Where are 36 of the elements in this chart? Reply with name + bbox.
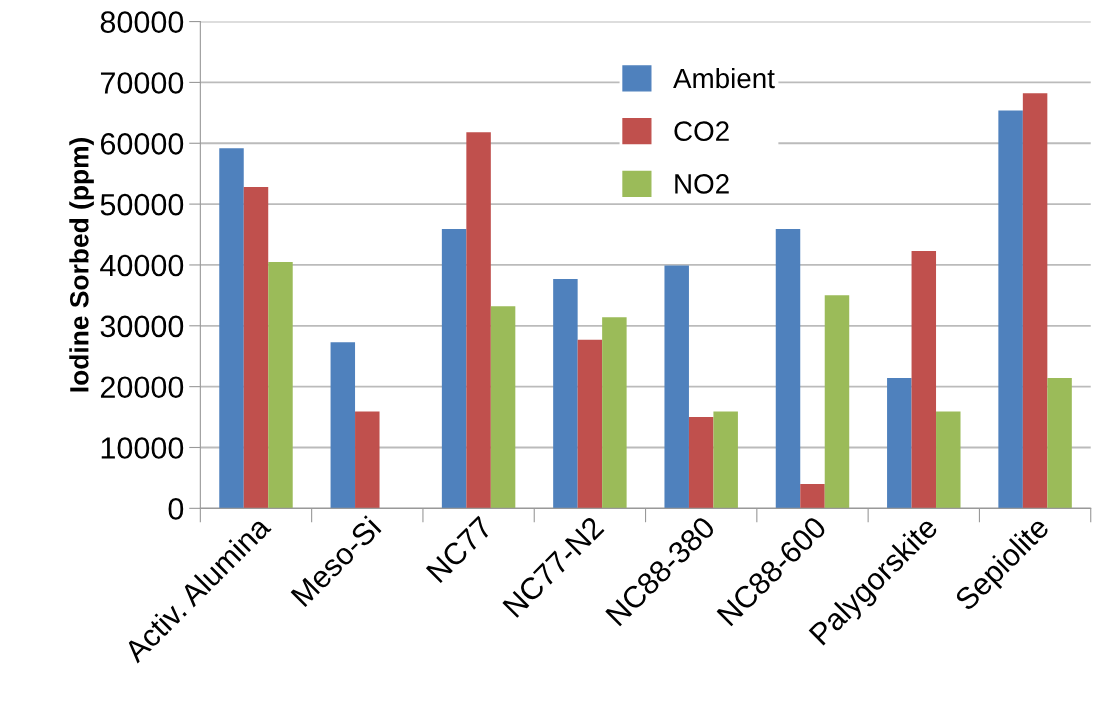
bar xyxy=(824,295,850,509)
bar xyxy=(441,229,467,509)
y-tick-label: 70000 xyxy=(100,72,184,94)
y-tick-label: 40000 xyxy=(100,254,184,277)
bar xyxy=(602,317,627,509)
bar xyxy=(887,378,912,509)
bar xyxy=(688,417,714,509)
bar xyxy=(243,187,269,509)
y-tick-label: 60000 xyxy=(100,133,184,155)
bar xyxy=(936,411,961,509)
bar xyxy=(713,411,738,509)
bar xyxy=(998,110,1023,509)
bar xyxy=(219,148,244,509)
bar xyxy=(1022,93,1048,509)
bar xyxy=(800,483,825,509)
legend-label: CO2 xyxy=(674,121,729,141)
y-tick-label: 10000 xyxy=(101,437,184,459)
bar xyxy=(490,306,516,509)
y-tick-label: 50000 xyxy=(100,193,184,216)
bar xyxy=(553,278,578,509)
y-axis-title: Iodine Sorbed (ppm) xyxy=(69,137,94,392)
bar xyxy=(577,339,603,509)
bar xyxy=(1047,378,1072,509)
y-tick-label: 20000 xyxy=(100,376,184,399)
bar xyxy=(664,265,689,509)
bar xyxy=(466,132,491,509)
legend-label: Ambient xyxy=(673,67,775,89)
bar xyxy=(911,250,937,509)
legend-label: NO2 xyxy=(675,174,729,194)
y-tick-label: 0 xyxy=(168,498,184,520)
y-tick-label: 80000 xyxy=(100,11,184,33)
y-tick-label: 30000 xyxy=(100,315,184,338)
bar xyxy=(775,229,801,509)
bar xyxy=(355,411,380,509)
bar xyxy=(330,342,356,509)
bar xyxy=(268,261,293,509)
